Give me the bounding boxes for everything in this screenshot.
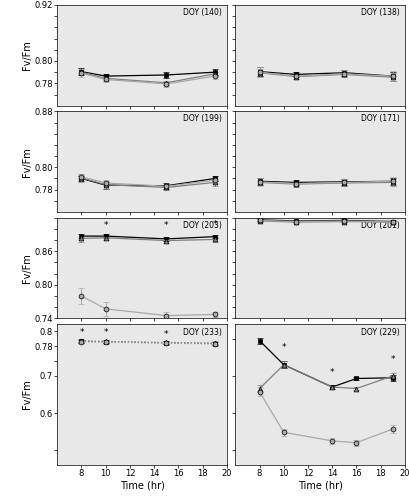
Text: *: * [164,222,169,230]
Text: *: * [164,330,169,339]
Text: *: * [281,343,286,352]
Text: *: * [213,220,217,229]
Text: DOY (203): DOY (203) [183,220,222,230]
Y-axis label: Fv/Fm: Fv/Fm [22,380,31,410]
Text: DOY (229): DOY (229) [361,328,400,337]
Text: DOY (201): DOY (201) [361,220,400,230]
Text: DOY (199): DOY (199) [183,114,222,124]
Text: *: * [103,222,108,230]
Text: DOY (138): DOY (138) [361,8,400,17]
Y-axis label: Fv/Fm: Fv/Fm [22,253,31,283]
Text: *: * [391,355,395,364]
Text: *: * [330,368,335,376]
Text: *: * [79,328,84,336]
X-axis label: Time (hr): Time (hr) [298,481,343,491]
Y-axis label: Fv/Fm: Fv/Fm [22,147,31,176]
Y-axis label: Fv/Fm: Fv/Fm [22,40,31,70]
Text: DOY (140): DOY (140) [183,8,222,17]
Text: DOY (171): DOY (171) [361,114,400,124]
X-axis label: Time (hr): Time (hr) [119,481,164,491]
Text: DOY (233): DOY (233) [183,328,222,337]
Text: *: * [103,328,108,338]
